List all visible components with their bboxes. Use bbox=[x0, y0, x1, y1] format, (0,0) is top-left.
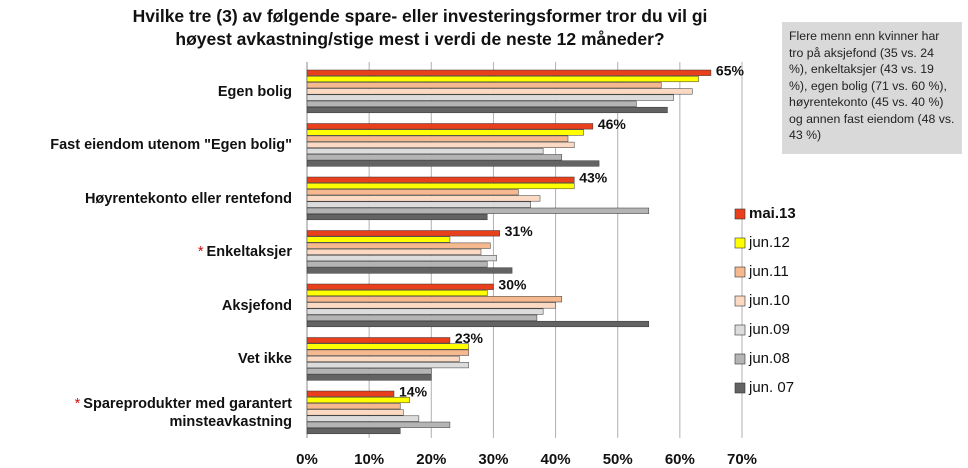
x-tick-label: 70% bbox=[727, 451, 757, 468]
x-tick-label: 10% bbox=[354, 451, 384, 468]
category-marker: * bbox=[197, 244, 204, 261]
category-text: Fast eiendom utenom "Egen bolig" bbox=[50, 137, 292, 154]
bar bbox=[306, 182, 575, 190]
bar bbox=[306, 314, 538, 321]
bar bbox=[306, 129, 584, 136]
bar bbox=[306, 337, 451, 344]
category-marker: * bbox=[74, 395, 81, 412]
category-text: Aksjefond bbox=[221, 297, 292, 314]
bar bbox=[306, 189, 519, 196]
legend-label: jun.10 bbox=[748, 292, 790, 309]
bar bbox=[306, 154, 563, 161]
x-tick-label: 50% bbox=[603, 451, 633, 468]
data-label: 43% bbox=[579, 170, 608, 186]
bar bbox=[306, 255, 497, 262]
bar bbox=[306, 403, 401, 410]
category-text: Vet ikke bbox=[237, 351, 292, 368]
bar bbox=[306, 176, 575, 183]
data-label: 65% bbox=[716, 63, 745, 79]
bar bbox=[306, 94, 674, 101]
data-label: 30% bbox=[498, 277, 527, 293]
bar bbox=[306, 390, 395, 397]
bar bbox=[306, 349, 469, 356]
bar bbox=[306, 374, 432, 381]
bar bbox=[306, 207, 650, 214]
bar bbox=[306, 409, 404, 416]
bar bbox=[306, 302, 556, 309]
category-text: Enkeltaksjer bbox=[206, 244, 292, 261]
category-label: Høyrentekonto eller rentefond bbox=[0, 190, 292, 208]
x-tick-label: 0% bbox=[296, 451, 318, 468]
legend-label: jun.08 bbox=[748, 350, 790, 367]
bar bbox=[306, 343, 469, 350]
legend-swatch bbox=[734, 266, 746, 278]
category-label: Aksjefond bbox=[0, 297, 292, 315]
bar bbox=[306, 427, 401, 435]
bar bbox=[306, 261, 488, 268]
bar bbox=[306, 195, 541, 202]
bar bbox=[306, 396, 410, 404]
bar bbox=[306, 69, 712, 76]
bar bbox=[306, 148, 544, 155]
bar bbox=[306, 135, 569, 142]
category-text: Spareprodukter med garantert minsteavkas… bbox=[83, 395, 292, 430]
bar bbox=[306, 283, 494, 290]
data-label: 31% bbox=[505, 223, 534, 239]
bar bbox=[306, 106, 668, 114]
bar bbox=[306, 248, 482, 255]
category-label: * Spareprodukter med garantert minsteavka… bbox=[0, 395, 292, 431]
legend-label: jun. 07 bbox=[748, 379, 794, 396]
bar bbox=[306, 75, 699, 83]
legend-label: jun.11 bbox=[748, 263, 789, 280]
bar bbox=[306, 320, 650, 328]
legend-swatch bbox=[734, 382, 746, 394]
x-tick-label: 60% bbox=[665, 451, 695, 468]
data-label: 46% bbox=[598, 116, 627, 132]
legend-swatch bbox=[734, 324, 746, 336]
legend-swatch bbox=[734, 295, 746, 307]
data-label: 14% bbox=[399, 384, 428, 400]
bar bbox=[306, 88, 693, 95]
bar bbox=[306, 213, 488, 221]
legend-swatch bbox=[734, 237, 746, 249]
bar bbox=[306, 415, 420, 422]
bar bbox=[306, 236, 451, 243]
legend-swatch bbox=[734, 353, 746, 365]
legend-label: mai.13 bbox=[749, 205, 796, 222]
category-text: Egen bolig bbox=[217, 83, 292, 100]
bar bbox=[306, 242, 491, 249]
category-label: Egen bolig bbox=[0, 83, 292, 101]
bar bbox=[306, 355, 460, 362]
data-label: 23% bbox=[455, 330, 484, 346]
bar bbox=[306, 368, 432, 375]
bar bbox=[306, 160, 600, 167]
chart-title: høyest avkastning/stige mest i verdi de … bbox=[175, 29, 665, 49]
category-text: Høyrentekonto eller rentefond bbox=[84, 190, 292, 207]
note-box: Flere menn enn kvinner har tro på aksjef… bbox=[782, 22, 962, 154]
bar bbox=[306, 230, 500, 237]
bar bbox=[306, 308, 544, 315]
x-tick-label: 20% bbox=[416, 451, 446, 468]
category-label: * Enkeltaksjer bbox=[0, 243, 292, 261]
bar bbox=[306, 123, 594, 130]
chart-title: Hvilke tre (3) av følgende spare- eller … bbox=[132, 6, 708, 26]
bar bbox=[306, 296, 563, 303]
bar bbox=[306, 421, 451, 428]
bar bbox=[306, 289, 488, 297]
legend-label: jun.09 bbox=[748, 321, 790, 338]
legend-swatch bbox=[734, 208, 746, 220]
category-label: Vet ikke bbox=[0, 350, 292, 368]
bar bbox=[306, 201, 531, 208]
x-tick-label: 30% bbox=[478, 451, 508, 468]
bar bbox=[306, 82, 662, 89]
bar bbox=[306, 100, 637, 107]
bar bbox=[306, 267, 513, 274]
bar bbox=[306, 362, 469, 369]
x-tick-label: 40% bbox=[541, 451, 571, 468]
bar bbox=[306, 141, 575, 148]
category-label: Fast eiendom utenom "Egen bolig" bbox=[0, 136, 292, 154]
legend-label: jun.12 bbox=[748, 234, 790, 251]
